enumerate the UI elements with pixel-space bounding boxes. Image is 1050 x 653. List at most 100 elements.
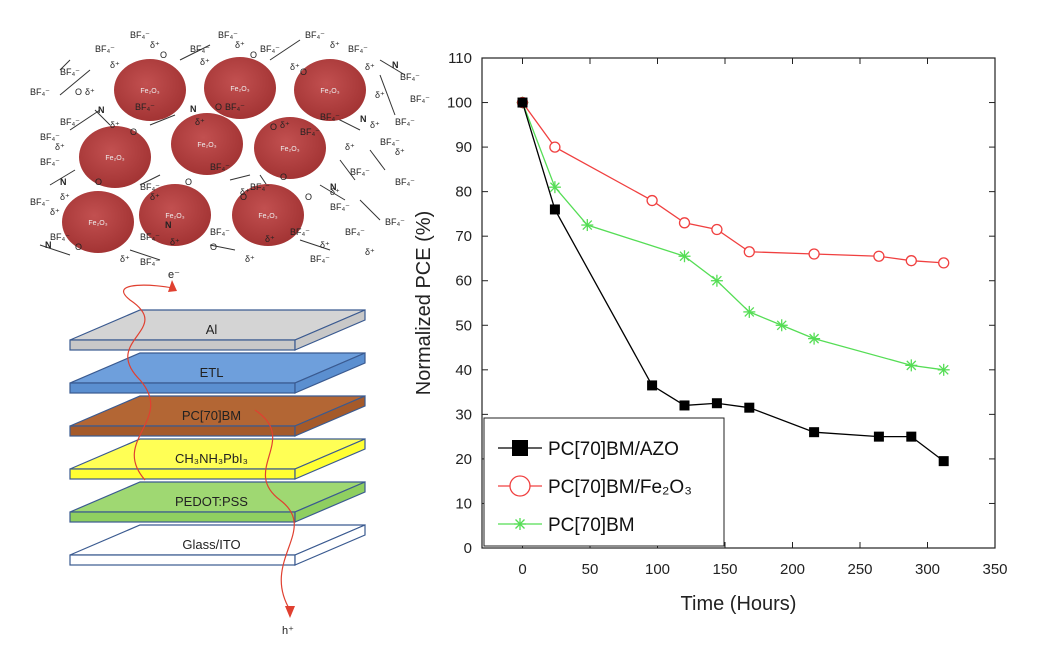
nanoparticle-schematic: Fe₂O₃ Fe₂O₃ Fe₂O₃ Fe₂O₃ Fe₂O₃ Fe₂O₃ Fe₂O₃ Fe₂O₃…: [30, 30, 430, 267]
data-point: [581, 219, 594, 232]
data-point: [512, 440, 528, 456]
data-point: [549, 204, 560, 215]
bf4-label: BF₄⁻: [305, 30, 325, 40]
ligand-line: [299, 239, 331, 251]
data-point: [938, 257, 950, 269]
ligand-line: [339, 159, 356, 181]
nanoparticle-label: Fe₂O₃: [88, 220, 107, 227]
fe2o3-nanoparticle: [232, 184, 304, 246]
series-circle: [516, 96, 950, 269]
hole-label: h⁺: [282, 625, 294, 637]
bf4-label: BF₄⁻: [348, 44, 368, 54]
bf4-label: BF₄⁻: [395, 177, 415, 187]
oxygen-label: O: [130, 127, 137, 137]
oxygen-label: O: [305, 192, 312, 202]
oxygen-label: O: [75, 242, 82, 252]
bf4-label: BF₄⁻: [140, 232, 160, 242]
oxygen-label: O: [160, 50, 167, 60]
layer-side-face: [294, 352, 366, 394]
oxygen-label: O: [240, 192, 247, 202]
nitrogen-label: N: [190, 104, 197, 114]
bf4-label: BF₄⁻: [135, 102, 155, 112]
data-point: [647, 380, 658, 391]
charge-label: δ⁺: [170, 237, 180, 247]
bf4-label: BF₄⁻: [95, 44, 115, 54]
star-stroke: [582, 220, 593, 231]
fe2o3-nanoparticle: [114, 59, 186, 121]
charge-label: δ⁺: [110, 120, 120, 130]
layer-label: CH₃NH₃PbI₃: [175, 451, 248, 466]
ligand-line: [49, 169, 76, 186]
nitrogen-label: N: [360, 114, 367, 124]
x-tick-label: 50: [582, 561, 599, 578]
ligand-line: [319, 184, 346, 201]
data-point: [678, 217, 691, 229]
bf4-label: BF₄⁻: [260, 44, 280, 54]
data-point: [548, 181, 561, 194]
data-point: [808, 332, 821, 345]
ligand-line: [39, 244, 71, 256]
legend: PC[70]BM/AZO PC[70]BM/Fe₂O₃ PC[70]BM: [483, 417, 725, 547]
x-tick-label: 250: [847, 561, 872, 578]
oxygen-label: O: [250, 50, 257, 60]
y-tick-label: 90: [455, 139, 472, 156]
bf4-label: BF₄⁻: [210, 162, 230, 172]
ligand-line: [229, 174, 251, 181]
bf4-label: BF₄⁻: [300, 127, 320, 137]
bf4-label: BF₄⁻: [330, 202, 350, 212]
legend-label: PC[70]BM: [548, 515, 635, 536]
electron-path: [123, 284, 173, 481]
fe2o3-nanoparticle: [254, 117, 326, 179]
oxygen-label: O: [75, 87, 82, 97]
bf4-label: BF₄⁻: [30, 197, 50, 207]
bf4-label: BF₄⁻: [218, 30, 238, 40]
bf4-label: BF₄⁻: [320, 112, 340, 122]
charge-label: δ⁺: [265, 234, 275, 244]
data-point: [711, 223, 723, 236]
legend-label: PC[70]BM/Fe₂O₃: [548, 477, 692, 498]
nitrogen-label: N: [98, 105, 105, 115]
x-tick-label: 300: [915, 561, 940, 578]
bf4-label: BF₄⁻: [410, 94, 430, 104]
ligand-line: [139, 174, 161, 186]
electron-label: e⁻: [168, 269, 180, 281]
star-stroke: [776, 320, 787, 331]
layer-side-face: [294, 524, 366, 566]
y-tick-label: 100: [447, 95, 472, 112]
data-point: [938, 456, 949, 467]
data-point: [905, 255, 917, 267]
nanoparticle-label: Fe₂O₃: [280, 146, 299, 153]
bf4-label: BF₄⁻: [210, 227, 230, 237]
data-point: [549, 141, 561, 153]
star-stroke: [515, 519, 525, 529]
data-point: [711, 398, 722, 409]
ligand-line: [59, 69, 91, 96]
oxygen-label: O: [270, 122, 277, 132]
bf4-label: BF₄⁻: [60, 117, 80, 127]
x-tick-label: 0: [518, 561, 526, 578]
y-tick-label: 0: [464, 540, 472, 557]
charge-label: δ⁺: [345, 142, 355, 152]
series-layer: [516, 96, 950, 467]
oxygen-label: O: [280, 172, 287, 182]
fe2o3-nanoparticle: [139, 184, 211, 246]
ligand-line: [129, 249, 161, 261]
bf4-label: BF₄⁻: [50, 232, 70, 242]
ligand-line: [369, 149, 386, 171]
bf4-label: BF₄⁻: [140, 257, 160, 267]
charge-label: δ⁺: [150, 40, 160, 50]
series-star: [516, 96, 950, 376]
series-line: [521, 102, 945, 462]
ligand-line: [379, 74, 396, 116]
nanoparticle-label: Fe₂O₃: [320, 88, 339, 95]
ligand-line: [379, 59, 406, 76]
bf4-label: BF₄⁻: [380, 137, 400, 147]
x-axis-label: Time (Hours): [681, 593, 797, 615]
data-point: [775, 319, 788, 332]
hole-path: [254, 409, 295, 611]
y-tick-label: 50: [455, 317, 472, 334]
legend-label: PC[70]BM/AZO: [548, 439, 679, 460]
device-stack: Al ETL PC[70]BM CH₃NH₃PbI₃ PEDOT:PSS Glass/IT…: [69, 269, 366, 637]
y-tick-label: 40: [455, 362, 472, 379]
charge-label: δ⁺: [50, 207, 60, 217]
